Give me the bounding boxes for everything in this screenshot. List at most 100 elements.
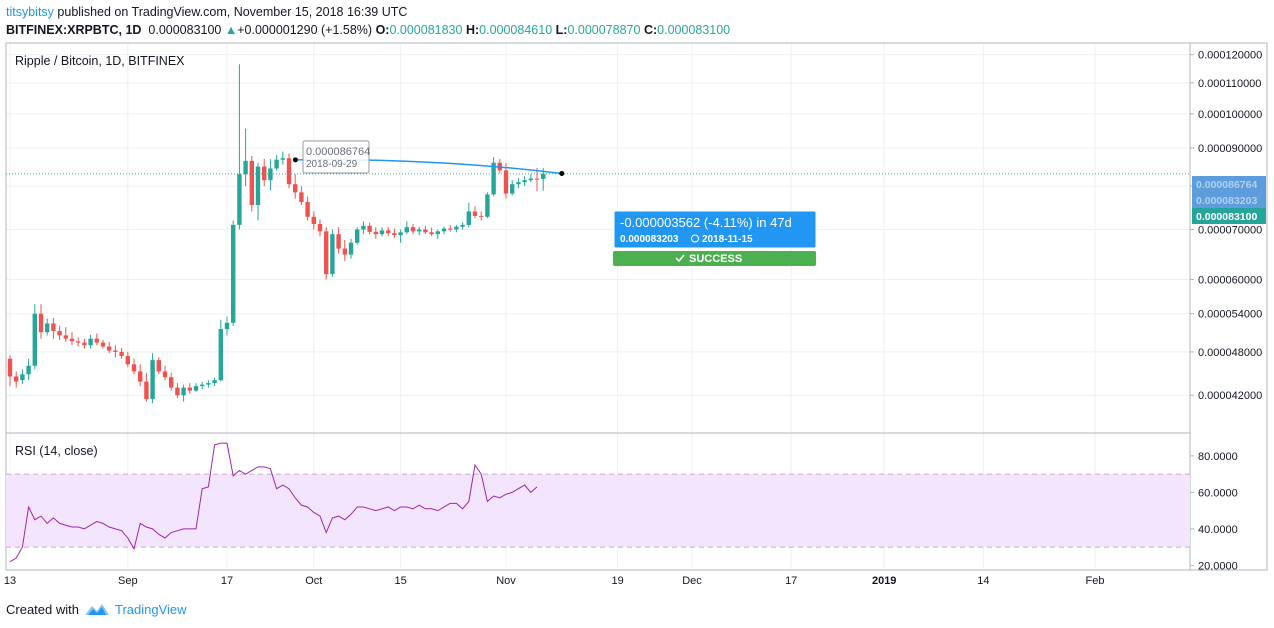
chart-canvas[interactable]: 0.000120000 0.000110000 0.000100000 0.00009…: [0, 0, 1274, 600]
candle-body: [534, 178, 540, 180]
candle-body: [193, 386, 199, 391]
candle-body: [541, 173, 546, 179]
candle: [82, 338, 87, 349]
rsi-layer: [9, 442, 538, 563]
price-tick-label: 0.000120000: [1198, 50, 1262, 62]
candle: [100, 339, 106, 349]
candle-body: [286, 158, 292, 185]
candle-body: [429, 232, 434, 235]
ohlc-bar: BITFINEX:XRPBTC, 1D 0.000083100 ▲+0.0000…: [6, 23, 730, 37]
candle-body: [231, 224, 236, 323]
candle-body: [150, 360, 155, 400]
candle-body: [94, 338, 99, 343]
measure-start-price: 0.000086764: [306, 146, 370, 158]
rsi-band: [6, 473, 1190, 548]
price-tick-label: 0.000100000: [1198, 109, 1262, 121]
candle-body: [299, 192, 304, 202]
measure-end-point: [559, 170, 565, 176]
candle: [224, 316, 230, 336]
candle: [268, 158, 273, 191]
candle-body: [181, 387, 186, 396]
candle-body: [212, 380, 217, 384]
candle-body: [237, 174, 242, 225]
candle-body: [355, 229, 360, 243]
candle: [299, 186, 304, 205]
candle-body: [417, 229, 422, 232]
candle-body: [503, 170, 509, 194]
candle: [255, 162, 261, 221]
time-tick-label: 13: [4, 575, 16, 587]
candle-body: [348, 242, 354, 255]
candle: [361, 221, 366, 235]
candle: [144, 372, 149, 402]
tradingview-brand: TradingView: [114, 602, 187, 617]
candle: [522, 176, 527, 187]
candle-body: [138, 371, 143, 382]
candle: [156, 357, 161, 375]
candle: [479, 211, 484, 221]
candle-body: [32, 313, 37, 366]
candle: [119, 347, 124, 359]
candle: [88, 334, 93, 349]
candle: [503, 162, 509, 199]
candle: [485, 192, 490, 219]
candle: [336, 227, 341, 254]
time-tick-label: 2019: [872, 575, 896, 587]
time-tick-label: 17: [785, 575, 797, 587]
candle-body: [280, 158, 285, 160]
open-label: O:: [375, 23, 390, 37]
candle-body: [324, 231, 329, 275]
candle: [218, 319, 223, 382]
candle-body: [522, 180, 527, 183]
candle-body: [479, 215, 484, 217]
candle: [45, 318, 50, 336]
candle: [113, 345, 118, 358]
candle-body: [317, 223, 323, 232]
created-with-text: Created with: [6, 602, 79, 617]
candle-body: [88, 338, 93, 346]
low-label: L:: [555, 23, 568, 37]
candle: [342, 239, 347, 262]
candle: [231, 220, 236, 326]
candles-layer: [7, 64, 546, 404]
success-text: SUCCESS: [689, 253, 742, 265]
time-axis: 13 Sep 17 Oct 15 Nov 19 Dec 17 2019 14 Feb: [4, 575, 1105, 587]
price-tick-label: 0.000110000: [1198, 78, 1261, 90]
publish-text: published on TradingView.com, November 1…: [57, 5, 408, 19]
candle-body: [187, 387, 192, 391]
candle-body: [119, 351, 124, 356]
candle-body: [435, 231, 440, 235]
candle-body: [293, 184, 298, 193]
candle-body: [305, 201, 310, 217]
candle-body: [57, 330, 62, 336]
author-link[interactable]: titsybitsy: [6, 5, 54, 19]
candle: [274, 155, 279, 171]
rsi-tick-label: 20.0000: [1198, 560, 1238, 572]
rsi-band-fill: [6, 474, 1190, 548]
candle-body: [361, 225, 366, 230]
price-tick-label: 0.000070000: [1198, 225, 1262, 237]
candle: [317, 219, 323, 237]
candle-body: [224, 322, 230, 330]
candle: [491, 157, 496, 197]
candle-body: [392, 233, 397, 236]
candle: [386, 226, 391, 237]
measure-start-tooltip: [302, 140, 370, 174]
tradingview-logo[interactable]: TradingView: [84, 602, 187, 617]
candle: [162, 365, 168, 381]
rsi-label: RSI (14, close): [15, 444, 98, 458]
candle: [429, 227, 434, 237]
candle: [454, 224, 459, 233]
candle-body: [175, 387, 180, 396]
candle: [534, 168, 540, 192]
candle-body: [100, 342, 106, 347]
check-icon: [675, 254, 685, 263]
candle-body: [367, 225, 372, 232]
candle-body: [386, 230, 391, 234]
candle: [69, 332, 75, 346]
candle-body: [398, 232, 403, 236]
clock-icon: [691, 234, 699, 243]
candle: [150, 353, 155, 404]
candle: [330, 229, 335, 277]
